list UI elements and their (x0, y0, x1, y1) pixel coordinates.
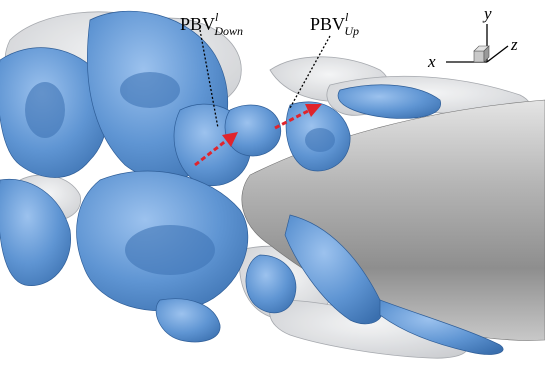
pbv-up-arrow (274, 109, 309, 130)
pbv-up-base: PBV (310, 14, 346, 34)
axis-y-label: y (484, 4, 492, 23)
pbv-down-sup: l (215, 10, 219, 24)
pbv-up-arrowhead (305, 104, 322, 117)
axis-x-label: x (428, 52, 436, 71)
pbv-down-arrow (194, 138, 228, 167)
axes-cube-icon (473, 45, 490, 63)
pbv-down-base: PBV (180, 14, 216, 34)
vortex-shading (25, 72, 335, 275)
pbv-up-label: PBVlUp (310, 11, 359, 37)
pbv-arrows (194, 109, 309, 167)
pbv-up-sup: l (345, 10, 349, 24)
pbv-down-label: PBVlDown (180, 11, 243, 37)
pbv-down-arrowhead (222, 132, 238, 147)
leader-lines (199, 29, 331, 129)
axis-z-label: z (511, 35, 518, 54)
blue-vortex-structures (0, 10, 504, 355)
pbv-down-sub: Down (214, 24, 244, 38)
pbv-up-sub: Up (344, 24, 360, 38)
